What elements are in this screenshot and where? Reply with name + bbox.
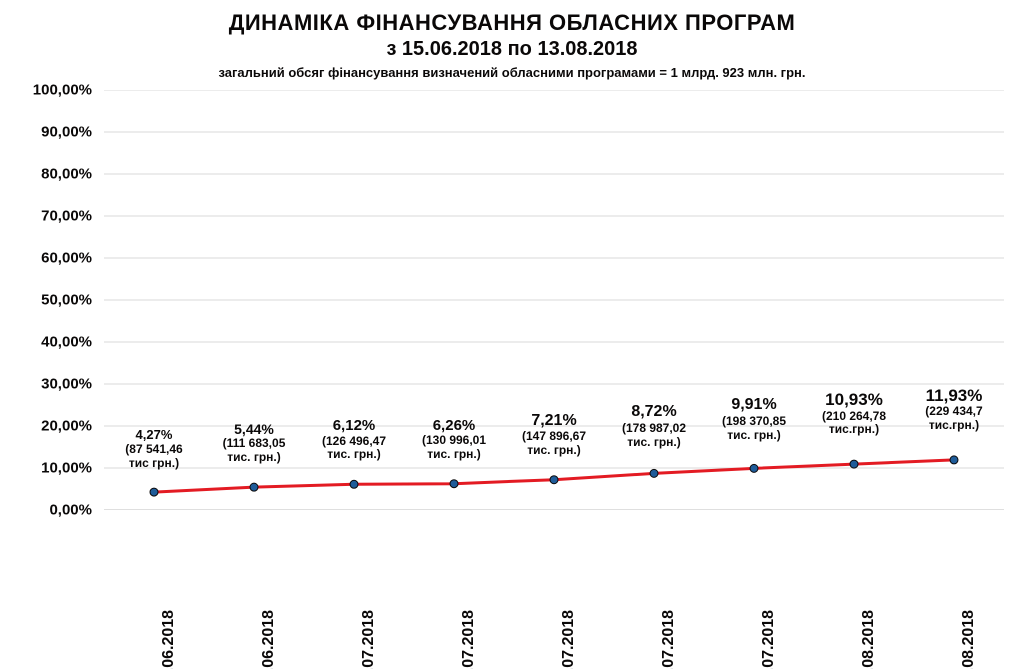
data-marker	[150, 488, 158, 496]
data-label-percent: 8,72%	[622, 403, 686, 421]
data-label: 4,27%(87 541,46тис грн.)	[125, 428, 182, 471]
y-tick-label: 40,00%	[41, 334, 92, 351]
data-label-unit: тис. грн.)	[522, 444, 586, 458]
x-tick-label: 02.07.2018	[360, 610, 378, 669]
x-axis-labels: 15.06.201822.06.201802.07.201809.07.2018…	[104, 520, 1004, 660]
data-label: 6,12%(126 496,47тис. грн.)	[322, 417, 386, 462]
data-label-percent: 9,91%	[722, 396, 786, 414]
data-marker	[250, 483, 258, 491]
x-tick-label: 22.06.2018	[260, 610, 278, 669]
x-tick-label: 06.08.2018	[860, 610, 878, 669]
data-marker	[650, 469, 658, 477]
x-tick-label: 23.07.2018	[660, 610, 678, 669]
data-label-unit: тис. грн.)	[722, 429, 786, 443]
data-marker	[750, 464, 758, 472]
y-tick-label: 10,00%	[41, 460, 92, 477]
data-label-amount: (198 370,85	[722, 415, 786, 429]
y-tick-label: 30,00%	[41, 376, 92, 393]
x-tick-label: 30.07.2018	[760, 610, 778, 669]
data-marker	[850, 460, 858, 468]
x-tick-label: 13.08.2018	[960, 610, 978, 669]
y-tick-label: 90,00%	[41, 124, 92, 141]
data-marker	[350, 480, 358, 488]
x-tick-label: 09.07.2018	[460, 610, 478, 669]
data-marker	[950, 456, 958, 464]
data-label-amount: (178 987,02	[622, 422, 686, 436]
y-tick-label: 50,00%	[41, 292, 92, 309]
y-tick-label: 70,00%	[41, 208, 92, 225]
title-sub: з 15.06.2018 по 13.08.2018	[0, 38, 1024, 61]
data-label-unit: тис. грн.)	[622, 436, 686, 450]
data-label-unit: тис грн.)	[125, 457, 182, 471]
title-main: ДИНАМІКА ФІНАНСУВАННЯ ОБЛАСНИХ ПРОГРАМ	[0, 10, 1024, 36]
data-label: 5,44%(111 683,05тис. грн.)	[223, 421, 286, 465]
data-label-percent: 11,93%	[925, 386, 982, 406]
chart-titles: ДИНАМІКА ФІНАНСУВАННЯ ОБЛАСНИХ ПРОГРАМ з…	[0, 0, 1024, 80]
data-label-amount: (111 683,05	[223, 437, 286, 451]
data-label: 6,26%(130 996,01тис. грн.)	[422, 417, 486, 462]
y-tick-label: 60,00%	[41, 250, 92, 267]
data-label-unit: тис. грн.)	[223, 451, 286, 465]
chart-plot-area: 4,27%(87 541,46тис грн.) 5,44%(111 683,05…	[104, 90, 1004, 510]
data-label-unit: тис.грн.)	[822, 423, 886, 437]
data-label-amount: (126 496,47	[322, 435, 386, 449]
data-label-percent: 6,12%	[322, 417, 386, 434]
y-tick-label: 80,00%	[41, 166, 92, 183]
x-tick-label: 15.06.2018	[160, 610, 178, 669]
chart-container: ДИНАМІКА ФІНАНСУВАННЯ ОБЛАСНИХ ПРОГРАМ з…	[0, 0, 1024, 669]
data-label-amount: (130 996,01	[422, 434, 486, 448]
data-label-percent: 7,21%	[522, 412, 586, 430]
data-label-unit: тис. грн.)	[322, 448, 386, 462]
y-tick-label: 0,00%	[49, 502, 92, 519]
data-label-percent: 4,27%	[125, 428, 182, 443]
data-label-amount: (87 541,46	[125, 443, 182, 457]
data-marker	[450, 480, 458, 488]
data-label-percent: 10,93%	[822, 390, 886, 410]
data-label-amount: (147 896,67	[522, 430, 586, 444]
data-label-unit: тис. грн.)	[422, 448, 486, 462]
y-axis-labels: 0,00%10,00%20,00%30,00%40,00%50,00%60,00…	[0, 90, 100, 510]
y-tick-label: 20,00%	[41, 418, 92, 435]
data-label: 10,93%(210 264,78тис.грн.)	[822, 390, 886, 437]
title-note: загальний обсяг фінансування визначений …	[0, 65, 1024, 80]
x-tick-label: 16.07.2018	[560, 610, 578, 669]
data-label: 7,21%(147 896,67тис. грн.)	[522, 412, 586, 458]
data-label-percent: 6,26%	[422, 417, 486, 434]
data-label-amount: (210 264,78	[822, 410, 886, 424]
data-label-amount: (229 434,7	[925, 405, 982, 419]
y-tick-label: 100,00%	[33, 82, 92, 99]
data-label: 8,72%(178 987,02тис. грн.)	[622, 403, 686, 449]
data-label: 11,93%(229 434,7тис.грн.)	[925, 386, 982, 433]
data-label-unit: тис.грн.)	[925, 419, 982, 433]
data-marker	[550, 476, 558, 484]
data-label-percent: 5,44%	[223, 421, 286, 437]
data-label: 9,91%(198 370,85тис. грн.)	[722, 396, 786, 442]
